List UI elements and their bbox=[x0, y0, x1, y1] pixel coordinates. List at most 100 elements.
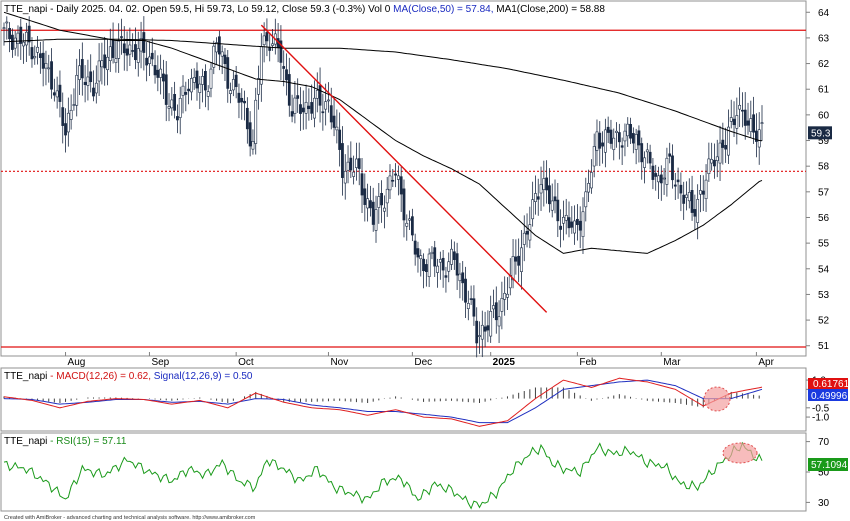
price-y-tick-label: 55 bbox=[818, 239, 830, 250]
candle-body bbox=[206, 91, 210, 97]
candle-body bbox=[662, 177, 666, 180]
candle-body bbox=[10, 34, 14, 50]
x-axis-month-label: Sep bbox=[151, 357, 169, 368]
candle-body bbox=[648, 151, 652, 164]
candle-body bbox=[668, 153, 672, 157]
candle-body bbox=[78, 65, 81, 80]
candle-body bbox=[749, 118, 753, 132]
candle-body bbox=[587, 183, 590, 193]
candle-body bbox=[469, 298, 473, 300]
candle-body bbox=[693, 209, 697, 217]
candle-body bbox=[150, 52, 154, 60]
macd-panel-title: TTE_napi - MACD(12,26) = 0.62, Signal(12… bbox=[4, 371, 253, 382]
candle-body bbox=[458, 273, 462, 282]
macd-y-tick-label: -0.5 bbox=[812, 403, 830, 414]
candle-body bbox=[83, 81, 87, 86]
candle-body bbox=[514, 256, 518, 262]
candle-body bbox=[743, 109, 747, 126]
candle-body bbox=[80, 59, 84, 79]
rsi-title-ticker: TTE_napi bbox=[4, 436, 47, 447]
candle-body bbox=[480, 324, 484, 340]
candle-body bbox=[217, 36, 221, 55]
candle-body bbox=[139, 38, 143, 52]
candle-body bbox=[676, 179, 680, 183]
candle-body bbox=[313, 97, 316, 119]
candle-body bbox=[324, 101, 328, 110]
candle-body bbox=[282, 66, 286, 69]
candle-body bbox=[573, 220, 576, 234]
candle-body bbox=[310, 102, 314, 114]
price-y-tick-label: 58 bbox=[818, 162, 830, 173]
rsi-highlight bbox=[722, 442, 758, 464]
last-price-label: 59.3 bbox=[811, 128, 831, 139]
candle-body bbox=[601, 142, 604, 147]
candle-body bbox=[685, 194, 688, 198]
candle-body bbox=[657, 175, 660, 183]
candle-body bbox=[422, 258, 425, 272]
price-y-tick-label: 64 bbox=[818, 8, 830, 19]
x-axis-month-label: Mar bbox=[663, 357, 681, 368]
candle-body bbox=[553, 196, 557, 202]
candle-body bbox=[329, 105, 333, 123]
candle-body bbox=[198, 83, 202, 93]
downtrend-line bbox=[260, 24, 548, 313]
price-y-tick-label: 63 bbox=[818, 33, 830, 44]
candle-body bbox=[396, 175, 400, 180]
candle-body bbox=[318, 85, 322, 106]
candle-body bbox=[251, 141, 255, 150]
candle-body bbox=[534, 193, 537, 202]
candle-body bbox=[176, 116, 179, 121]
ma200-legend: MA1(Close,200) = 58.88 bbox=[493, 4, 605, 15]
candle-body bbox=[212, 45, 216, 68]
candle-body bbox=[343, 170, 347, 184]
candle-body bbox=[718, 142, 722, 164]
candle-body bbox=[643, 157, 646, 168]
candle-body bbox=[500, 298, 504, 312]
candle-body bbox=[704, 179, 708, 200]
candle-body bbox=[589, 172, 593, 189]
candle-body bbox=[732, 118, 736, 126]
candle-body bbox=[22, 41, 25, 47]
candle-body bbox=[136, 48, 140, 63]
candle-body bbox=[5, 21, 9, 24]
candle-body bbox=[349, 157, 353, 171]
candle-body bbox=[741, 109, 744, 112]
candle-body bbox=[159, 68, 163, 78]
candle-body bbox=[231, 79, 235, 91]
candle-body bbox=[687, 192, 691, 202]
candle-body bbox=[550, 200, 554, 211]
candle-body bbox=[24, 31, 28, 46]
candle-body bbox=[626, 123, 630, 137]
rsi-y-tick-label: 50 bbox=[818, 468, 830, 479]
macd-line bbox=[3, 377, 763, 427]
candle-body bbox=[752, 114, 756, 133]
candle-body bbox=[257, 78, 260, 95]
candle-body bbox=[145, 57, 149, 66]
candle-body bbox=[36, 46, 39, 53]
macd-crossover-highlight bbox=[703, 386, 731, 412]
candle-body bbox=[447, 261, 451, 272]
candle-body bbox=[209, 68, 213, 89]
macd-y-tick-label: -1.0 bbox=[812, 413, 830, 424]
candle-body bbox=[385, 188, 389, 204]
candle-body bbox=[122, 43, 126, 54]
candle-body bbox=[142, 32, 146, 53]
price-y-tick-label: 52 bbox=[818, 316, 830, 327]
candle-body bbox=[738, 104, 742, 110]
candle-body bbox=[377, 196, 381, 208]
candle-body bbox=[8, 28, 11, 40]
candle-body bbox=[511, 256, 515, 281]
candle-body bbox=[489, 311, 493, 337]
candle-body bbox=[665, 157, 669, 185]
candle-body bbox=[69, 109, 73, 120]
candle-body bbox=[355, 158, 358, 168]
candle-body bbox=[413, 240, 417, 255]
candle-body bbox=[520, 247, 523, 272]
candle-body bbox=[715, 156, 719, 161]
candle-body bbox=[466, 303, 470, 309]
candle-body bbox=[285, 69, 288, 81]
candle-body bbox=[673, 184, 677, 187]
candle-body bbox=[525, 231, 529, 235]
x-axis-month-label: Oct bbox=[238, 357, 254, 368]
candle-body bbox=[229, 90, 232, 94]
